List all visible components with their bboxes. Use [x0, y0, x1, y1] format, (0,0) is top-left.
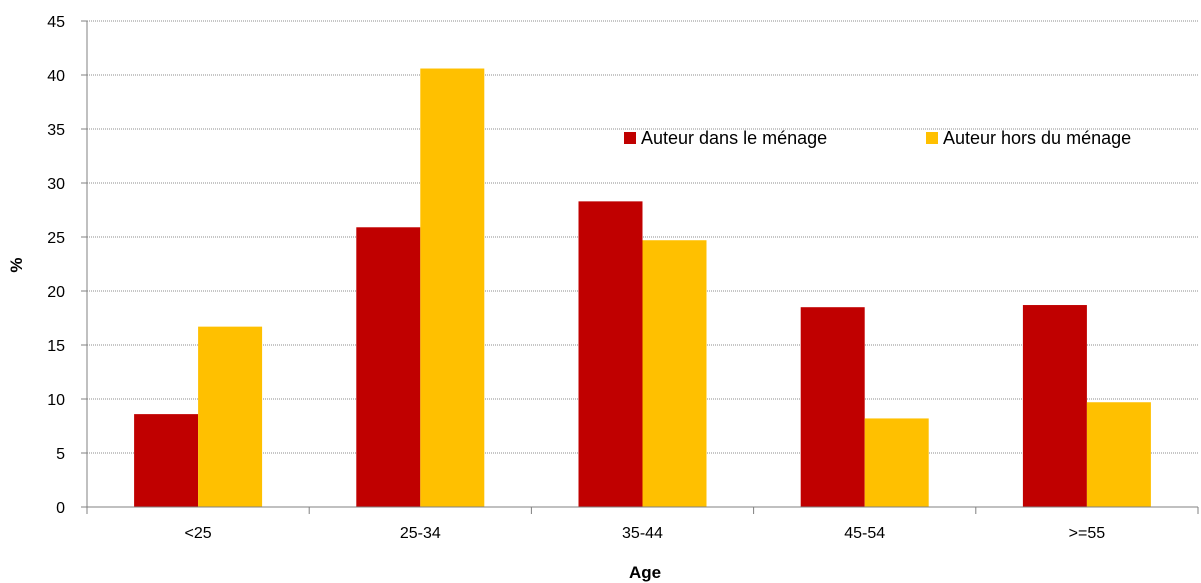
y-tick-label: 35: [47, 122, 65, 139]
y-tick-label: 0: [56, 500, 65, 517]
x-tick-label: <25: [185, 525, 212, 542]
y-tick-label: 15: [47, 338, 65, 355]
bar-hors-3: [864, 418, 929, 507]
x-tick-label: 45-54: [844, 525, 885, 542]
bar-dans-0: [134, 414, 199, 507]
y-tick-label: 10: [47, 392, 65, 409]
bars: [134, 68, 1151, 508]
x-tick-labels: <25 25-34 35-44 45-54 >=55: [185, 525, 1106, 542]
legend-label: Auteur dans le ménage: [641, 128, 827, 148]
bar-dans-3: [800, 307, 865, 507]
y-tick-label: 25: [47, 230, 65, 247]
legend-label: Auteur hors du ménage: [943, 128, 1131, 148]
y-tick-label: 5: [56, 446, 65, 463]
bar-dans-2: [578, 201, 643, 508]
bar-hors-0: [198, 326, 263, 507]
x-axis-title: Age: [629, 563, 661, 582]
y-tick-label: 45: [47, 14, 65, 31]
axes: [81, 20, 1199, 514]
y-axis-title: %: [7, 257, 26, 272]
y-tick-label: 20: [47, 284, 65, 301]
x-tick-label: 25-34: [400, 525, 441, 542]
y-tick-label: 30: [47, 176, 65, 193]
legend-swatch: [926, 132, 938, 144]
bar-dans-4: [1022, 305, 1087, 507]
bar-hors-2: [642, 240, 707, 508]
x-tick-label: >=55: [1069, 525, 1106, 542]
x-tick-label: 35-44: [622, 525, 663, 542]
legend: Auteur dans le ménage Auteur hors du ména…: [624, 128, 1131, 148]
bar-hors-1: [420, 68, 485, 508]
y-tick-label: 40: [47, 68, 65, 85]
y-tick-labels: 0 5 10 15 20 25 30 35 40 45: [47, 14, 65, 517]
bar-hors-4: [1086, 402, 1151, 507]
bar-dans-1: [356, 227, 421, 507]
legend-swatch: [624, 132, 636, 144]
